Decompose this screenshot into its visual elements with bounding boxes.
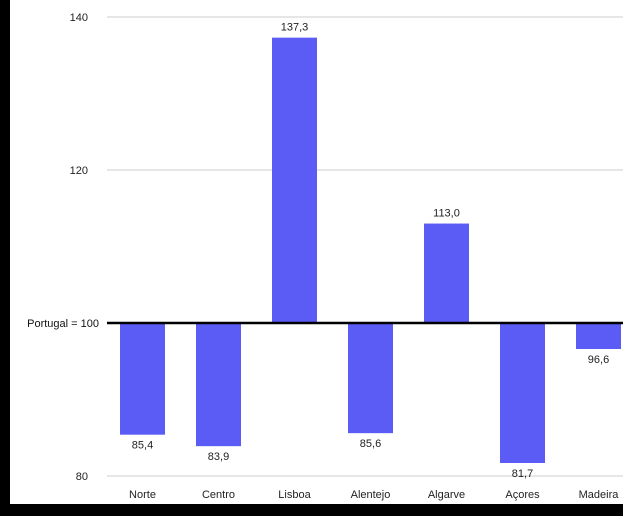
x-tick-label-1: Centro [202,489,235,501]
x-tick-label-0: Norte [129,489,156,501]
value-label-0: 85,4 [132,440,153,452]
value-label-5: 81,7 [512,468,533,480]
value-label-1: 83,9 [208,451,229,463]
x-tick-label-5: Açores [505,489,540,501]
bar-madeira [576,323,621,350]
x-tick-label-2: Lisboa [278,489,311,501]
x-tick-label-3: Alentejo [351,489,391,501]
x-tick-label-6: Madeira [579,489,620,501]
bar-açores [500,323,545,463]
y-tick-label-140: 140 [70,12,88,24]
bar-algarve [424,223,469,323]
x-tick-label-4: Algarve [428,489,465,501]
y-tick-label-80: 80 [76,471,88,483]
bar-lisboa [272,37,317,323]
value-label-6: 96,6 [588,354,609,366]
value-label-4: 113,0 [433,208,460,220]
bar-alentejo [348,323,393,434]
bar-centro [196,323,241,447]
bar-norte [120,323,165,435]
baseline-label: Portugal = 100 [27,318,99,330]
value-label-2: 137,3 [281,22,309,34]
value-label-3: 85,6 [360,438,381,450]
y-tick-label-120: 120 [70,165,88,177]
